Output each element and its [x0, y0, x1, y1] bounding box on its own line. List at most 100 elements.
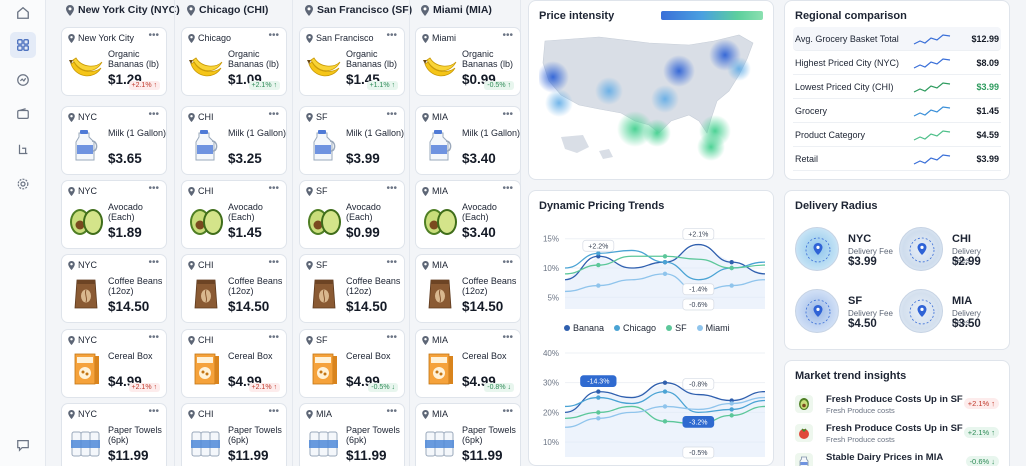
- home-icon[interactable]: [13, 3, 33, 23]
- more-options-icon[interactable]: •••: [386, 332, 397, 343]
- product-price-card[interactable]: CHI ••• Coffee Beans (12oz) $14.50: [181, 254, 287, 323]
- more-options-icon[interactable]: •••: [148, 332, 159, 343]
- data-point[interactable]: [729, 283, 734, 288]
- legend-label: Banana: [573, 323, 605, 333]
- more-options-icon[interactable]: •••: [148, 406, 159, 417]
- product-price-card[interactable]: Chicago ••• Organic Bananas (lb) $1.09 +2.1%…: [181, 27, 287, 96]
- product-price-card[interactable]: SF ••• Cereal Box $4.99 -0.5% ↓: [299, 329, 405, 398]
- delivery-radius-item[interactable]: MIA Delivery Fees $3.50: [899, 289, 999, 339]
- product-price-card[interactable]: MIA ••• Milk (1 Gallon) $3.40: [415, 106, 521, 175]
- regional-row[interactable]: Product Category $4.59: [793, 123, 1001, 147]
- product-price-card[interactable]: MIA ••• Avocado (Each) $3.40: [415, 180, 521, 249]
- data-point[interactable]: [662, 271, 668, 277]
- delivery-radius-item[interactable]: NYC Delivery Fee $3.99: [795, 227, 895, 277]
- more-options-icon[interactable]: •••: [386, 30, 397, 41]
- analytics-icon[interactable]: [13, 70, 33, 90]
- delivery-radius-item[interactable]: CHI Delivery Fees $2.99: [899, 227, 999, 277]
- product-price-card[interactable]: SF ••• Coffee Beans (12oz) $14.50: [299, 254, 405, 323]
- more-options-icon[interactable]: •••: [502, 183, 513, 194]
- more-options-icon[interactable]: •••: [148, 109, 159, 120]
- more-options-icon[interactable]: •••: [386, 257, 397, 268]
- more-options-icon[interactable]: •••: [268, 30, 279, 41]
- scale-icon[interactable]: [13, 140, 33, 160]
- regional-row[interactable]: Lowest Priced City (CHI) $3.99: [793, 75, 1001, 99]
- delivery-radius-item[interactable]: SF Delivery Fee $4.50: [795, 289, 895, 339]
- more-options-icon[interactable]: •••: [268, 109, 279, 120]
- city-header-sf: San Francisco (SF): [305, 4, 412, 16]
- product-price-card[interactable]: CHI ••• Milk (1 Gallon) $3.25: [181, 106, 287, 175]
- more-options-icon[interactable]: •••: [502, 109, 513, 120]
- product-price-card[interactable]: MIA ••• Paper Towels (6pk) $11.99: [415, 403, 521, 466]
- product-price-card[interactable]: NYC ••• Paper Towels (6pk) $11.99: [61, 403, 167, 466]
- location-pin-icon: [306, 33, 313, 43]
- card-city: MIA: [422, 335, 448, 345]
- data-point[interactable]: [596, 410, 601, 415]
- more-options-icon[interactable]: •••: [268, 257, 279, 268]
- product-price-card[interactable]: Miami ••• Organic Bananas (lb) $0.99 -0.5% ↑: [415, 27, 521, 96]
- product-price-card[interactable]: NYC ••• Coffee Beans (12oz) $14.50: [61, 254, 167, 323]
- regional-row[interactable]: Highest Priced City (NYC) $8.09: [793, 51, 1001, 75]
- more-options-icon[interactable]: •••: [386, 183, 397, 194]
- data-point[interactable]: [662, 389, 668, 394]
- more-options-icon[interactable]: •••: [148, 30, 159, 41]
- insight-title: Fresh Produce Costs Up in SF: [826, 394, 963, 405]
- data-point[interactable]: [596, 395, 601, 400]
- product-price-card[interactable]: San Francisco ••• Organic Bananas (lb) $1.4…: [299, 27, 405, 96]
- legend-item[interactable]: Chicago: [614, 323, 656, 333]
- data-point[interactable]: [596, 389, 601, 394]
- product-price-card[interactable]: CHI ••• Cereal Box $4.99 +2.1% ↑: [181, 329, 287, 398]
- pricing-trend-chart-top[interactable]: 15% 10% 5% +2.2% +2.1% -1.4% -0.6%: [529, 191, 775, 321]
- data-point[interactable]: [729, 265, 734, 271]
- product-price-card[interactable]: CHI ••• Paper Towels (6pk) $11.99: [181, 403, 287, 466]
- data-point[interactable]: [662, 419, 668, 424]
- us-heat-map[interactable]: [539, 29, 764, 169]
- regional-row[interactable]: Retail $3.99: [793, 147, 1001, 171]
- more-options-icon[interactable]: •••: [148, 183, 159, 194]
- chat-support-icon[interactable]: [13, 435, 33, 455]
- more-options-icon[interactable]: •••: [502, 332, 513, 343]
- product-price-card[interactable]: MIA ••• Cereal Box $4.99 -0.8% ↓: [415, 329, 521, 398]
- more-options-icon[interactable]: •••: [386, 406, 397, 417]
- product-price-card[interactable]: CHI ••• Avocado (Each) $1.45: [181, 180, 287, 249]
- regional-row[interactable]: Avg. Grocery Basket Total $12.99: [793, 27, 1001, 51]
- product-price-card[interactable]: NYC ••• Milk (1 Gallon) $3.65: [61, 106, 167, 175]
- data-point[interactable]: [729, 407, 734, 412]
- more-options-icon[interactable]: •••: [502, 30, 513, 41]
- data-point[interactable]: [662, 259, 668, 265]
- product-price-card[interactable]: SF ••• Avocado (Each) $0.99: [299, 180, 405, 249]
- data-point[interactable]: [596, 251, 601, 256]
- more-options-icon[interactable]: •••: [268, 406, 279, 417]
- more-options-icon[interactable]: •••: [502, 406, 513, 417]
- legend-item[interactable]: Banana: [564, 323, 604, 333]
- product-price-card[interactable]: NYC ••• Avocado (Each) $1.89: [61, 180, 167, 249]
- product-price-card[interactable]: MIA ••• Coffee Beans (12oz) $14.50: [415, 254, 521, 323]
- data-point[interactable]: [662, 380, 668, 385]
- more-options-icon[interactable]: •••: [502, 257, 513, 268]
- data-point[interactable]: [729, 413, 734, 418]
- product-price-card[interactable]: MIA ••• Paper Towels (6pk) $11.99: [299, 403, 405, 466]
- legend-item[interactable]: SF: [666, 323, 687, 333]
- data-point[interactable]: [596, 262, 601, 268]
- more-options-icon[interactable]: •••: [386, 109, 397, 120]
- insight-item[interactable]: Stable Dairy Prices in MIA -0.6% ↓: [795, 450, 999, 466]
- insight-item[interactable]: Fresh Produce Costs Up in SF Fresh Produc…: [795, 392, 999, 420]
- data-point[interactable]: [662, 404, 668, 409]
- legend-item[interactable]: Miami: [696, 323, 730, 333]
- more-options-icon[interactable]: •••: [148, 257, 159, 268]
- regional-row[interactable]: Grocery $1.45: [793, 99, 1001, 123]
- more-options-icon[interactable]: •••: [268, 332, 279, 343]
- data-point[interactable]: [596, 283, 601, 288]
- insight-item[interactable]: Fresh Produce Costs Up in SF Fresh Produc…: [795, 421, 999, 449]
- wallet-icon[interactable]: [13, 104, 33, 124]
- data-point[interactable]: [596, 416, 601, 421]
- product-price-card[interactable]: New York City ••• Organic Bananas (lb) $1.2…: [61, 27, 167, 96]
- data-point[interactable]: [662, 254, 668, 259]
- dashboard-grid-icon[interactable]: [10, 32, 36, 58]
- product-price-card[interactable]: SF ••• Milk (1 Gallon) $3.99: [299, 106, 405, 175]
- more-options-icon[interactable]: •••: [268, 183, 279, 194]
- pricing-trend-chart-bottom[interactable]: 40% 30% 20% 10% -14.3% -0.8% -3.2% -0.5%: [529, 339, 775, 466]
- settings-gear-icon[interactable]: [13, 174, 33, 194]
- data-point[interactable]: [729, 401, 734, 406]
- product-price-card[interactable]: NYC ••• Cereal Box $4.99 +2.1% ↑: [61, 329, 167, 398]
- data-point[interactable]: [729, 259, 734, 265]
